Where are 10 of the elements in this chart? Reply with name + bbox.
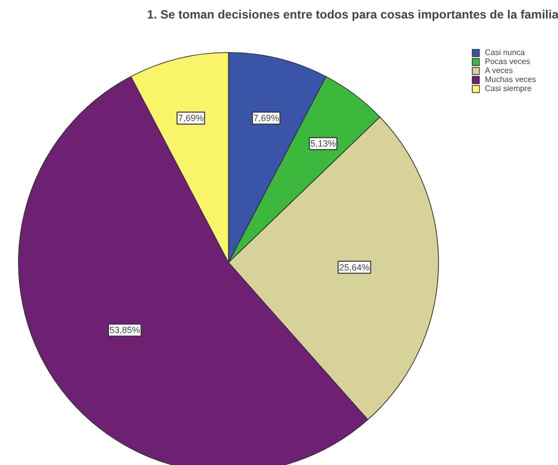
legend-label: Casi siempre bbox=[484, 84, 532, 93]
legend-label: A veces bbox=[484, 66, 513, 75]
data-label: 5,13% bbox=[310, 138, 336, 149]
data-label: 7,69% bbox=[253, 113, 279, 124]
data-label: 53,85% bbox=[110, 325, 140, 336]
data-label: 7,69% bbox=[178, 113, 204, 124]
legend-label: Pocas veces bbox=[484, 57, 530, 66]
legend-label: Casi nunca bbox=[484, 48, 525, 57]
legend-label: Muchas veces bbox=[484, 75, 536, 84]
data-label: 25,64% bbox=[339, 262, 370, 272]
